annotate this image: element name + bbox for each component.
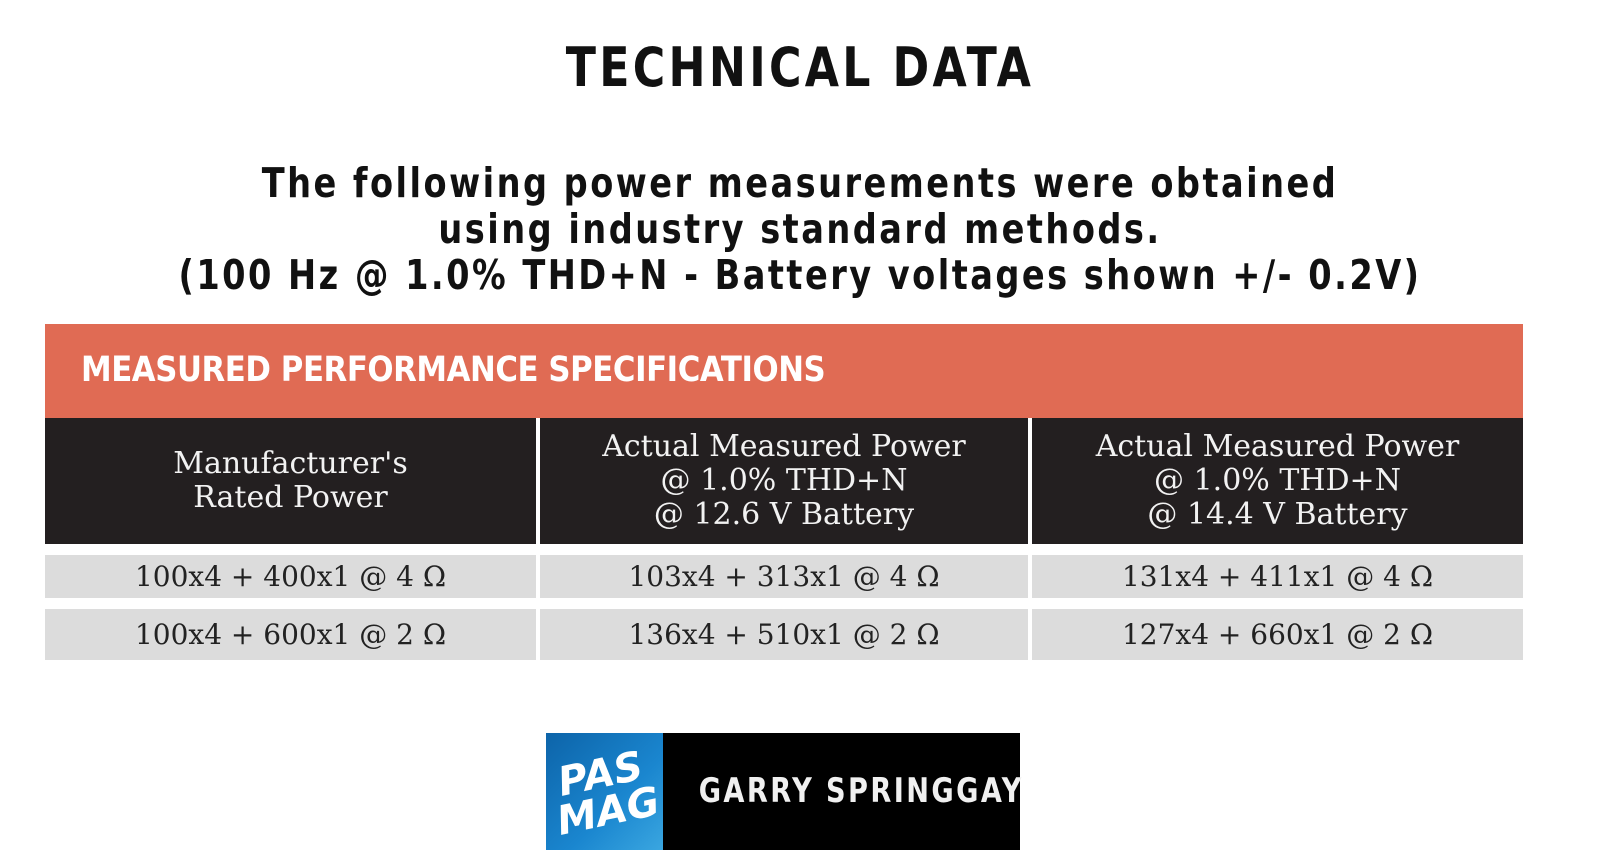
table-cell: 127x4 + 660x1 @ 2 Ω [1032,609,1523,660]
column-header-line: @ 14.4 V Battery [1147,497,1408,532]
intro-line: The following power measurements were ob… [261,159,1339,207]
column-header-measured-12v: Actual Measured Power @ 1.0% THD+N @ 12.… [540,418,1028,544]
page-title: TECHNICAL DATA [565,36,1035,99]
intro-text: The following power measurements were ob… [144,160,1456,298]
table-title: MEASURED PERFORMANCE SPECIFICATIONS [81,350,826,390]
pasmag-logo-mark: PAS MAG [553,743,663,845]
table-cell: 131x4 + 411x1 @ 4 Ω [1032,555,1523,598]
table-cell: 100x4 + 400x1 @ 4 Ω [45,555,536,598]
author-badge: GARRY SPRINGGAY [663,733,1024,850]
table-cell: 103x4 + 313x1 @ 4 Ω [540,555,1028,598]
table-title-banner: MEASURED PERFORMANCE SPECIFICATIONS [45,324,1523,418]
intro-line: (100 Hz @ 1.0% THD+N - Battery voltages … [178,251,1422,299]
column-header-line: @ 1.0% THD+N [1154,463,1401,498]
column-header-line: @ 12.6 V Battery [653,497,915,532]
column-header-measured-14v: Actual Measured Power @ 1.0% THD+N @ 14.… [1032,418,1523,544]
author-name: GARRY SPRINGGAY [698,771,1024,811]
column-header-line: Actual Measured Power [602,429,966,464]
column-header-line: Actual Measured Power [1095,429,1460,464]
pasmag-logo: PAS MAG [546,733,663,850]
column-header-line: Rated Power [193,480,388,515]
column-header-line: Manufacturer's [173,446,408,481]
column-header-rated-power: Manufacturer's Rated Power [45,418,536,544]
table-cell: 100x4 + 600x1 @ 2 Ω [45,609,536,660]
intro-line: using industry standard methods. [438,205,1162,253]
table-cell: 136x4 + 510x1 @ 2 Ω [540,609,1028,660]
column-header-line: @ 1.0% THD+N [660,463,908,498]
